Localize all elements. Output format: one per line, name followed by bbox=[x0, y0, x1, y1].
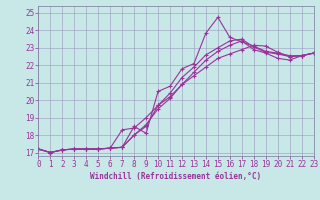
X-axis label: Windchill (Refroidissement éolien,°C): Windchill (Refroidissement éolien,°C) bbox=[91, 172, 261, 181]
